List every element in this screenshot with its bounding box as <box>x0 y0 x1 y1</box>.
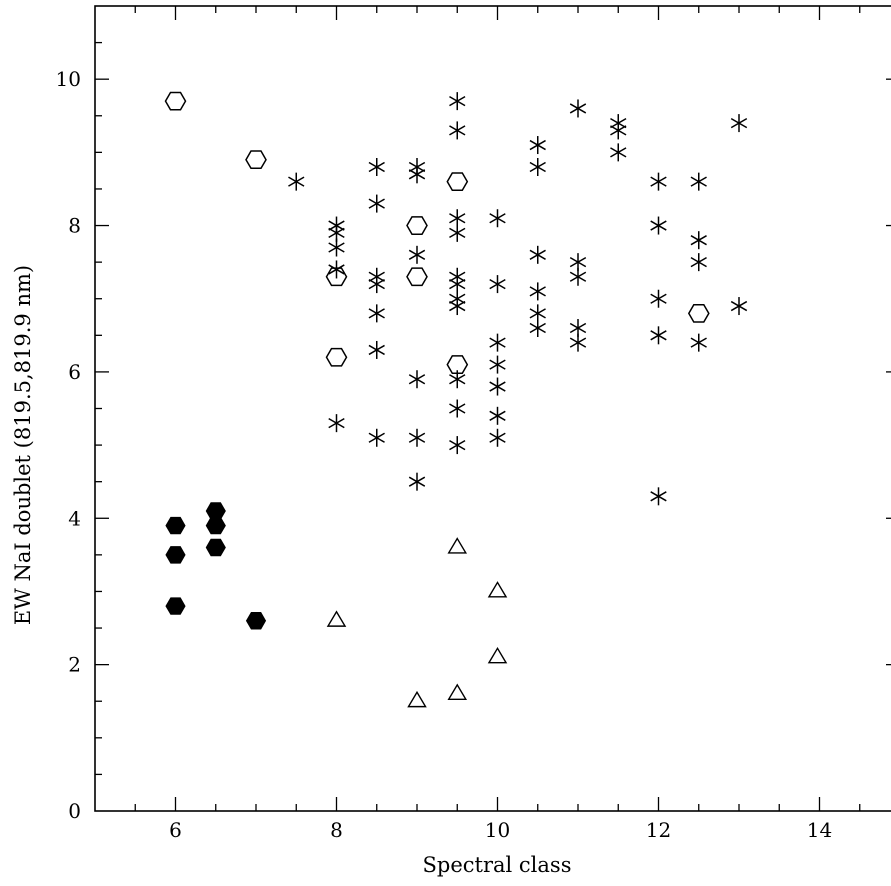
asterisk-point <box>288 172 305 191</box>
x-tick-label: 6 <box>169 818 182 842</box>
open-triangle-point <box>407 690 427 708</box>
asterisk-point <box>368 275 385 294</box>
asterisk-point <box>408 165 426 184</box>
asterisk-point <box>449 223 466 242</box>
asterisk-point <box>368 158 385 176</box>
tick-labels: 6 8 10 12 14 0 2 4 6 8 10 <box>56 67 833 842</box>
axis-ticks <box>95 6 891 811</box>
asterisk-point <box>730 297 748 316</box>
asterisk-point <box>408 245 426 264</box>
asterisk-point <box>449 399 466 418</box>
filled-hexagon-point <box>245 612 267 630</box>
y-tick-label: 0 <box>68 799 81 823</box>
y-tick-label: 8 <box>68 214 81 238</box>
open-triangle-point <box>447 537 468 554</box>
filled-hexagon-point <box>165 546 186 564</box>
plot-border <box>94 5 891 812</box>
plot-frame <box>94 5 891 812</box>
asterisk-point <box>690 172 707 191</box>
asterisk-point <box>650 172 667 191</box>
open-hexagon-point <box>325 347 348 367</box>
filled-hexagon-point <box>165 597 186 615</box>
asterisk-point <box>650 487 667 506</box>
asterisk-point <box>449 121 466 140</box>
open-triangle-point <box>487 581 508 598</box>
open-hexagon-point <box>325 267 348 287</box>
asterisk-point <box>690 231 707 250</box>
y-tick-label: 6 <box>68 360 81 384</box>
x-axis-label: Spectral class <box>423 853 572 877</box>
asterisk-point <box>368 304 385 323</box>
asterisk-point <box>368 340 385 359</box>
open-hexagon-point <box>406 267 428 287</box>
asterisk-point <box>489 333 506 352</box>
asterisk-point <box>489 377 506 396</box>
x-tick-label: 10 <box>485 818 510 842</box>
asterisk-point <box>368 194 385 213</box>
asterisk-point <box>690 253 707 272</box>
asterisk-point <box>328 238 345 257</box>
asterisk-point <box>489 209 506 228</box>
asterisk-point <box>569 267 587 286</box>
asterisk-point <box>650 216 667 235</box>
asterisk-point <box>408 428 426 447</box>
asterisk-point <box>449 436 466 455</box>
asterisk-point <box>489 428 506 447</box>
asterisk-point <box>408 370 426 389</box>
open-hexagon-point <box>245 150 267 170</box>
asterisk-point <box>730 114 748 133</box>
asterisk-point <box>449 297 466 316</box>
asterisk-point <box>610 121 627 140</box>
asterisk-point <box>489 355 506 374</box>
asterisk-point <box>529 282 546 301</box>
y-axis-label: EW NaI doublet (819.5,819.9 nm) <box>11 265 35 625</box>
y-tick-label: 4 <box>68 506 81 530</box>
asterisk-point <box>449 92 466 111</box>
asterisk-point <box>569 333 587 352</box>
asterisk-point <box>408 472 426 491</box>
asterisk-point <box>529 136 546 155</box>
open-triangle-point <box>487 646 508 664</box>
asterisk-point <box>610 143 627 162</box>
x-tick-label: 14 <box>807 818 832 842</box>
asterisk-point <box>529 319 546 337</box>
asterisk-point <box>690 333 707 352</box>
y-tick-label: 10 <box>56 67 81 91</box>
open-triangle-point <box>326 610 347 627</box>
filled-hexagon-point <box>205 516 226 535</box>
open-hexagon-point <box>406 216 428 235</box>
asterisk-point <box>328 260 345 279</box>
asterisk-point <box>489 406 506 425</box>
open-hexagon-point <box>164 91 187 111</box>
x-tick-label: 8 <box>330 818 343 842</box>
filled-hexagon-point <box>165 516 186 535</box>
filled-hexagon-point <box>205 538 226 557</box>
x-tick-label: 12 <box>646 818 671 842</box>
open-triangle-point <box>447 683 468 701</box>
asterisk-point <box>650 326 667 345</box>
asterisk-point <box>449 370 466 389</box>
open-hexagon-point <box>446 172 469 192</box>
asterisk-point <box>529 245 546 264</box>
asterisk-point <box>529 158 546 176</box>
asterisk-point <box>569 99 587 118</box>
asterisk-point <box>489 275 506 294</box>
open-hexagon-point <box>687 303 710 323</box>
open-hexagon-point <box>446 355 469 375</box>
asterisk-point <box>368 428 385 447</box>
y-tick-label: 2 <box>68 653 81 677</box>
asterisk-point <box>328 414 345 433</box>
asterisk-point <box>650 289 667 308</box>
filled-hexagon-point <box>205 502 226 520</box>
data-points <box>164 91 748 708</box>
